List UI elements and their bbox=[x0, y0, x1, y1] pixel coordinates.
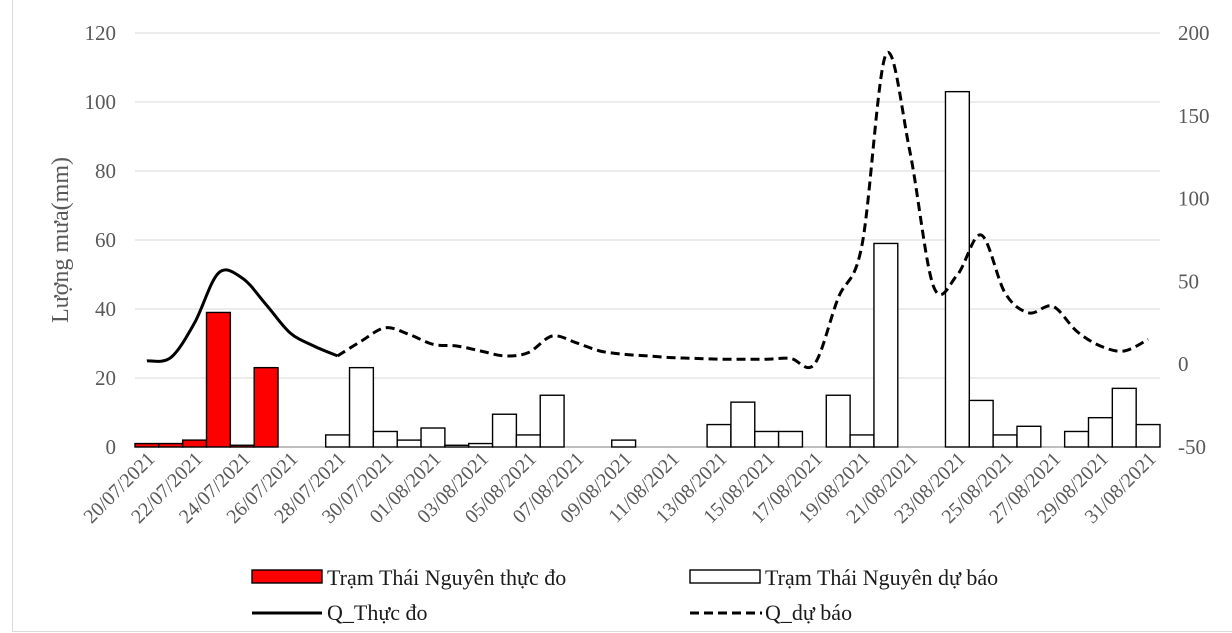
rain-forecast-bar-39 bbox=[1063, 430, 1090, 448]
y-right-tick-labels: -50 0 50 100 150 200 bbox=[1178, 21, 1210, 459]
y-left-tick-label: 120 bbox=[85, 21, 117, 45]
rain-forecast-bar-17 bbox=[539, 394, 565, 448]
rain-forecast-bar-27 bbox=[777, 430, 804, 448]
rain-observed-bar-2 bbox=[181, 439, 208, 448]
legend-swatch-rain-observed bbox=[251, 569, 323, 584]
y-right-tick-label: 200 bbox=[1178, 21, 1210, 45]
rain-observed-bar-1 bbox=[158, 442, 184, 448]
rain-forecast-bar-13 bbox=[444, 444, 470, 448]
discharge-forecast-line bbox=[336, 50, 1149, 370]
rain-forecast-bar-30 bbox=[849, 434, 875, 448]
legend-label-discharge-observed: Q_Thực đo bbox=[327, 600, 428, 625]
rain-forecast-bar-8 bbox=[325, 434, 351, 448]
discharge-lines bbox=[146, 50, 1149, 370]
rain-observed-bar-5 bbox=[253, 366, 279, 448]
legend-item-rain-observed: Trạm Thái Nguyên thực đo bbox=[251, 565, 566, 590]
rain-forecast-bar-41 bbox=[1111, 387, 1137, 448]
rain-forecast-bar-11 bbox=[396, 439, 422, 448]
y-right-tick-label: -50 bbox=[1178, 435, 1206, 459]
chart-frame bbox=[12, 0, 1232, 632]
rain-forecast-bar-26 bbox=[754, 430, 780, 448]
rain-forecast-bar-15 bbox=[491, 413, 518, 448]
rain-forecast-bar-34 bbox=[944, 90, 971, 448]
rain-forecast-bar-16 bbox=[515, 434, 541, 448]
rain-forecast-bar-36 bbox=[992, 434, 1018, 448]
discharge-observed-line bbox=[146, 268, 339, 363]
rain-forecast-bar-12 bbox=[420, 427, 446, 448]
y-right-tick-label: 0 bbox=[1178, 352, 1189, 376]
legend-label-rain-observed: Trạm Thái Nguyên thực đo bbox=[327, 565, 566, 590]
y-left-tick-label: 80 bbox=[95, 159, 116, 183]
legend-swatch-rain-forecast bbox=[689, 569, 761, 584]
legend-item-rain-forecast: Trạm Thái Nguyên dự báo bbox=[689, 565, 998, 590]
y-left-axis-title: Lượng mưa(mm) bbox=[48, 157, 74, 323]
y-left-tick-label: 20 bbox=[95, 366, 116, 390]
rain-forecast-bar-10 bbox=[372, 430, 398, 448]
rain-forecast-bar-25 bbox=[730, 401, 756, 448]
rain-forecast-bar-24 bbox=[706, 423, 732, 448]
y-left-tick-label: 100 bbox=[85, 90, 117, 114]
rain-forecast-bar-20 bbox=[611, 439, 637, 448]
y-left-tick-labels: 0 20 40 60 80 100 120 bbox=[85, 21, 117, 459]
rain-bars bbox=[134, 90, 1161, 448]
legend-item-discharge-forecast: Q_dự báo bbox=[690, 600, 852, 625]
rain-forecast-bar-40 bbox=[1087, 416, 1114, 448]
gridlines bbox=[135, 32, 1160, 379]
rain-forecast-bar-14 bbox=[468, 442, 494, 448]
legend: Trạm Thái Nguyên thực đo Trạm Thái Nguyê… bbox=[251, 565, 998, 625]
y-left-tick-label: 0 bbox=[106, 435, 117, 459]
y-right-tick-label: 150 bbox=[1178, 104, 1210, 128]
rain-forecast-bar-35 bbox=[968, 399, 994, 448]
rain-observed-bar-3 bbox=[205, 311, 232, 448]
rain-forecast-bar-29 bbox=[825, 394, 851, 448]
rain-forecast-bar-31 bbox=[873, 242, 899, 448]
y-left-tick-label: 40 bbox=[95, 297, 116, 321]
rain-observed-bar-4 bbox=[229, 444, 255, 448]
y-right-tick-label: 100 bbox=[1178, 187, 1210, 211]
rain-forecast-bar-42 bbox=[1135, 423, 1161, 448]
legend-item-discharge-observed: Q_Thực đo bbox=[252, 600, 428, 625]
rain-forecast-bar-9 bbox=[348, 366, 375, 448]
rain-forecast-bar-37 bbox=[1016, 425, 1042, 448]
legend-label-rain-forecast: Trạm Thái Nguyên dự báo bbox=[765, 565, 998, 590]
y-right-tick-label: 50 bbox=[1178, 269, 1199, 293]
y-left-tick-label: 60 bbox=[95, 228, 116, 252]
legend-label-discharge-forecast: Q_dự báo bbox=[765, 600, 852, 625]
rain-observed-bar-0 bbox=[134, 442, 160, 448]
